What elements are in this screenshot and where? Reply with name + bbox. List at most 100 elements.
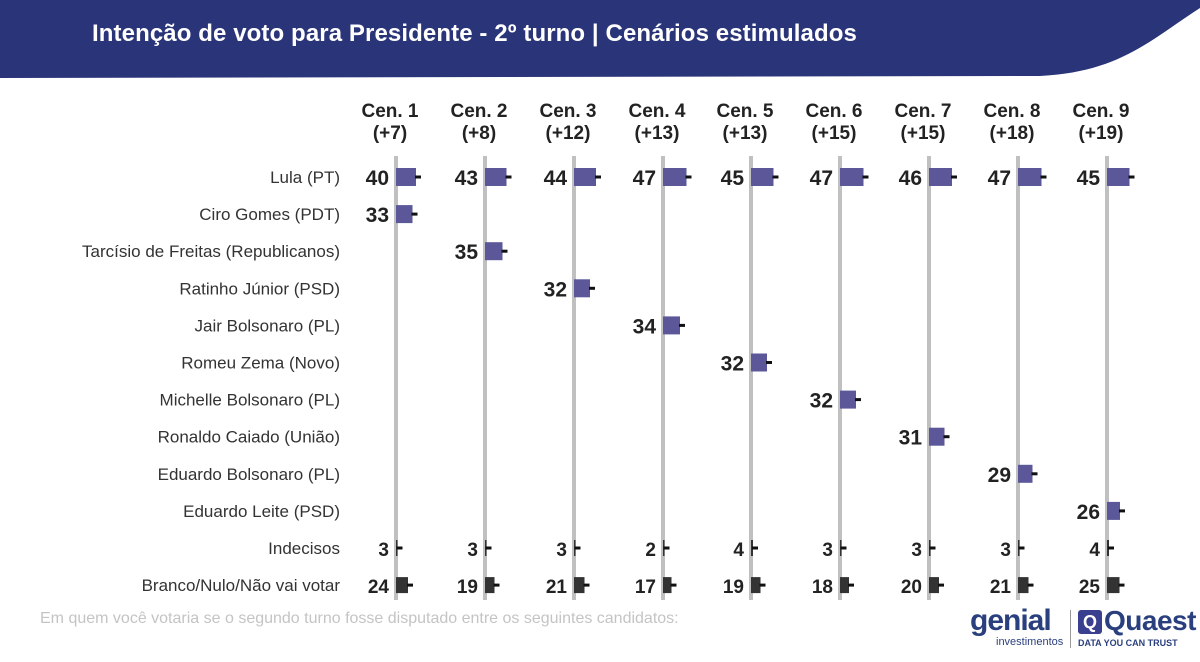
header-banner: Intenção de voto para Presidente - 2º tu… — [0, 0, 1200, 86]
scenario-headers: Cen. 1(+7)Cen. 2(+8)Cen. 3(+12)Cen. 4(+1… — [361, 101, 1129, 144]
error-tick — [396, 546, 403, 550]
scenario-axis-4 — [661, 156, 665, 600]
value-label: 46 — [899, 167, 922, 190]
row-label: Indecisos — [268, 539, 340, 558]
row-label: Ciro Gomes (PDT) — [199, 205, 340, 224]
error-tick — [1031, 472, 1038, 476]
bar — [751, 577, 761, 594]
error-tick — [943, 435, 950, 439]
row-label: Tarcísio de Freitas (Republicanos) — [82, 242, 340, 261]
bar — [751, 168, 774, 186]
scenario-header-margin: (+18) — [990, 123, 1035, 144]
error-tick — [574, 546, 581, 550]
value-label: 43 — [455, 167, 478, 190]
bar — [663, 168, 687, 186]
quaest-logo-text: Quaest — [1104, 605, 1196, 636]
scenario-axis-7 — [927, 156, 931, 600]
value-label: 47 — [810, 167, 833, 190]
scenario-header-margin: (+13) — [723, 123, 768, 144]
error-tick — [752, 546, 758, 550]
bar — [574, 168, 596, 186]
bar — [751, 353, 767, 372]
bar — [485, 168, 507, 186]
quaest-mark-icon: Q — [1078, 610, 1102, 634]
error-tick — [501, 249, 508, 253]
error-tick — [848, 583, 854, 587]
value-label: 20 — [901, 577, 922, 598]
error-tick — [663, 546, 670, 550]
bar — [1107, 577, 1120, 594]
value-label: 4 — [733, 540, 744, 561]
scenario-header-margin: (+8) — [462, 123, 496, 144]
bar — [840, 390, 856, 409]
error-tick — [685, 175, 692, 179]
error-tick — [772, 175, 779, 179]
value-label: 19 — [723, 577, 744, 598]
scenario-axis-3 — [572, 156, 576, 600]
bar — [574, 279, 590, 298]
error-tick — [1119, 509, 1125, 513]
value-label: 3 — [822, 540, 833, 561]
bar — [840, 168, 864, 186]
error-tick — [1018, 546, 1025, 550]
value-label: 34 — [633, 315, 657, 338]
bar — [929, 168, 952, 186]
value-label: 33 — [366, 204, 389, 227]
error-tick — [1108, 546, 1114, 550]
error-tick — [855, 398, 861, 402]
scenario-header-label: Cen. 8 — [983, 101, 1040, 122]
scenario-header-label: Cen. 6 — [805, 101, 862, 122]
value-label: 47 — [633, 167, 656, 190]
value-label: 35 — [455, 241, 479, 264]
value-label: 26 — [1077, 501, 1100, 524]
error-tick — [1040, 175, 1047, 179]
bar — [840, 577, 849, 594]
bar — [1107, 168, 1130, 186]
error-tick — [951, 175, 957, 179]
scenario-header-label: Cen. 3 — [539, 101, 596, 122]
error-tick — [415, 175, 421, 179]
page-title: Intenção de voto para Presidente - 2º tu… — [92, 20, 857, 47]
scenario-header-margin: (+7) — [373, 123, 407, 144]
row-label: Ratinho Júnior (PSD) — [179, 279, 340, 298]
scenario-header-margin: (+12) — [546, 123, 591, 144]
value-label: 24 — [368, 577, 390, 598]
error-tick — [938, 583, 944, 587]
logo-divider — [1070, 610, 1071, 648]
bar — [396, 577, 408, 594]
error-tick — [929, 546, 936, 550]
scenario-header-margin: (+15) — [901, 123, 946, 144]
row-label: Lula (PT) — [270, 168, 340, 187]
bar — [929, 577, 939, 594]
value-label: 32 — [721, 353, 744, 376]
bar — [396, 205, 413, 224]
value-label: 3 — [556, 540, 567, 561]
error-tick — [759, 583, 766, 587]
scenario-header-label: Cen. 2 — [450, 101, 507, 122]
scenario-axis-6 — [838, 156, 842, 600]
scenario-axis-9 — [1105, 156, 1109, 600]
scenario-header-label: Cen. 9 — [1072, 101, 1129, 122]
scenario-header-margin: (+15) — [812, 123, 857, 144]
value-label: 21 — [546, 577, 568, 598]
bar — [485, 242, 503, 261]
error-tick — [407, 583, 413, 587]
scenario-header-label: Cen. 5 — [716, 101, 773, 122]
scenario-header-label: Cen. 7 — [894, 101, 951, 122]
bar — [485, 577, 495, 594]
value-label: 21 — [990, 577, 1012, 598]
error-tick — [411, 212, 418, 216]
error-tick — [505, 175, 512, 179]
scenario-header-margin: (+19) — [1079, 123, 1124, 144]
error-tick — [589, 286, 595, 290]
bar — [663, 577, 672, 594]
scenario-axis-1 — [394, 156, 398, 600]
value-label: 25 — [1079, 577, 1101, 598]
scenario-header-margin: (+13) — [635, 123, 680, 144]
genial-logo: genial investimentos — [970, 606, 1066, 652]
scenario-axes — [394, 156, 1109, 600]
error-tick — [595, 175, 601, 179]
bar — [1107, 501, 1120, 520]
